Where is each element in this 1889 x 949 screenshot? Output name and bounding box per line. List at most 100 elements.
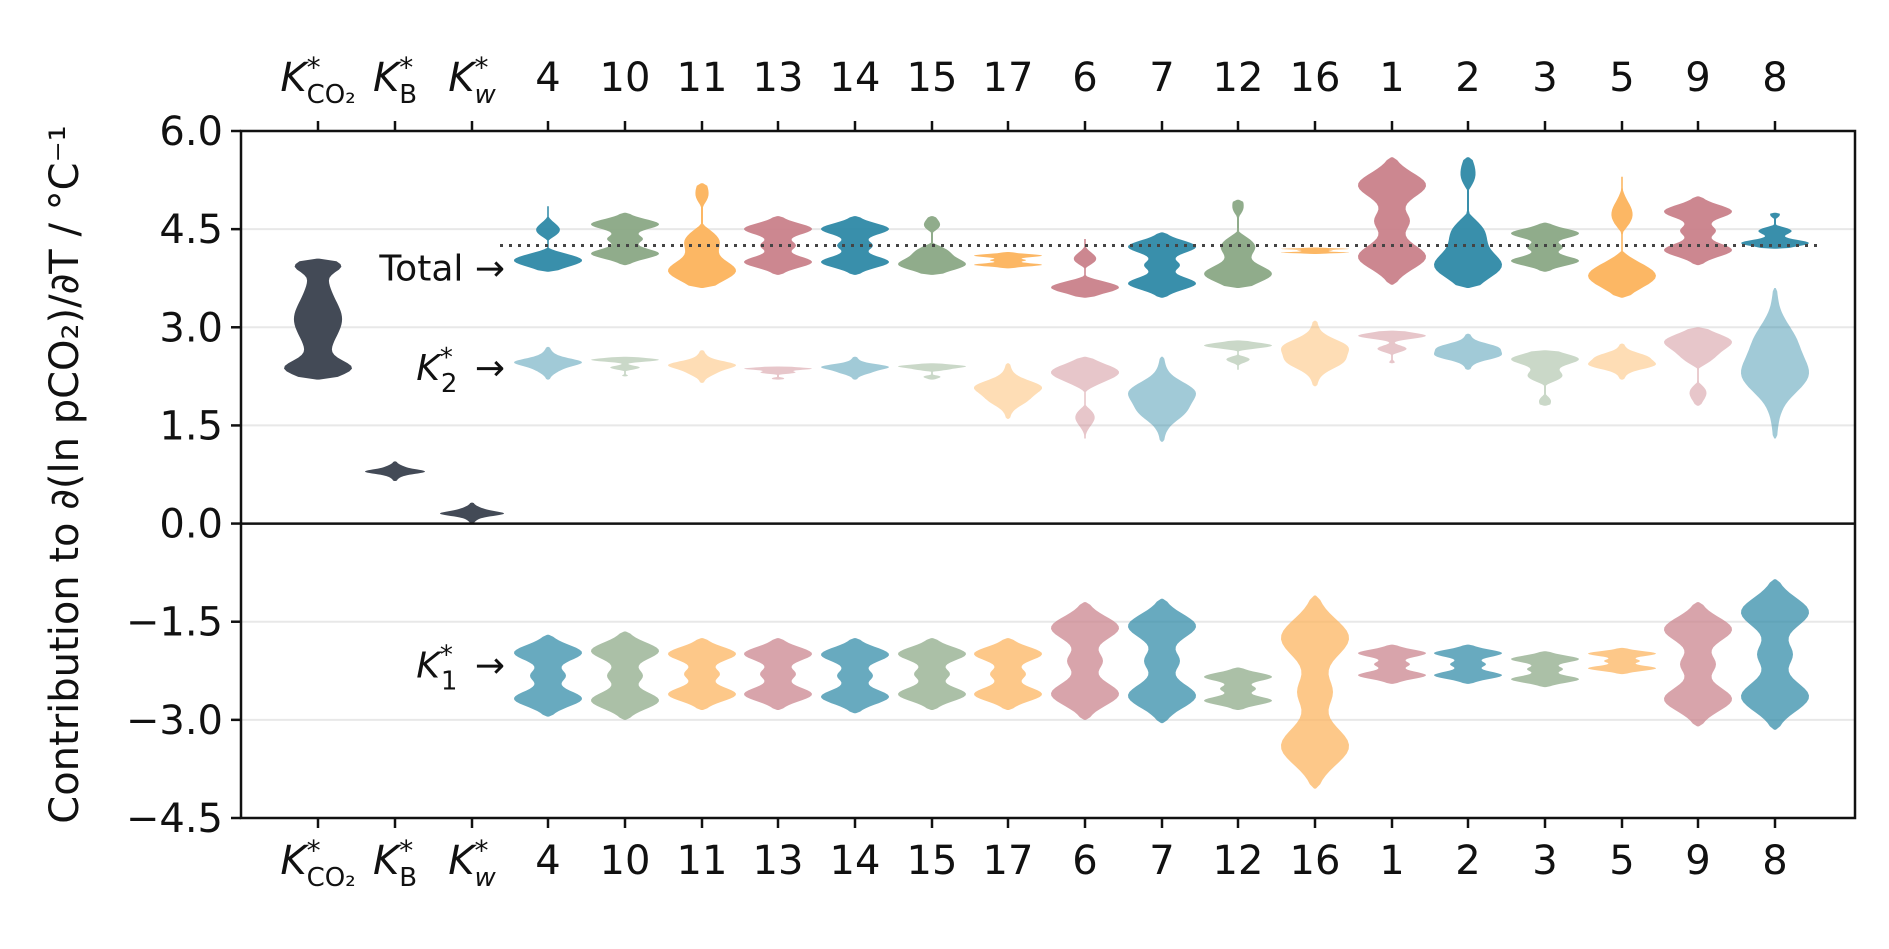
violin-total-17 <box>974 252 1042 269</box>
violin-k1-3 <box>1511 651 1579 688</box>
y-tick-label: −3.0 <box>126 698 223 744</box>
violin-k2-4 <box>514 346 582 380</box>
violin-k1-8 <box>1741 579 1809 730</box>
x-tick-label: 15 <box>907 838 958 884</box>
x-tick-label: 7 <box>1149 838 1174 884</box>
x-tick-label: 10 <box>600 55 651 101</box>
x-tick-label: 17 <box>983 838 1034 884</box>
x-tick-label: 4 <box>535 55 560 101</box>
annotations: Total → K* 2 → K* 1 → <box>378 248 505 696</box>
violins <box>284 157 1809 789</box>
y-tick-label: 6.0 <box>159 109 223 155</box>
x-tick-label: 1 <box>1379 838 1404 884</box>
x-tick-label: 12 <box>1213 838 1264 884</box>
x-tick-label: K* B <box>373 834 417 893</box>
violin-k1-1 <box>1358 644 1426 684</box>
violin-k1-5 <box>1588 647 1656 675</box>
x-tick-label: 10 <box>600 838 651 884</box>
x-tick-label: 6 <box>1072 55 1097 101</box>
y-tick-label: 4.5 <box>159 207 223 253</box>
y-tick-label: 3.0 <box>159 305 223 351</box>
annotation-k1: K* 1 → <box>416 641 505 697</box>
violin-total-4 <box>514 206 582 272</box>
violin-k1-2 <box>1434 644 1502 684</box>
x-tick-label: 12 <box>1213 55 1264 101</box>
x-tick-label: 11 <box>677 55 728 101</box>
x-tick-label: 1 <box>1379 55 1404 101</box>
y-tick-label: −4.5 <box>126 796 223 842</box>
y-tick-label: 0.0 <box>159 502 223 548</box>
x-tick-label: 14 <box>830 838 881 884</box>
violin-k1-11 <box>668 638 736 710</box>
violin-k1-7 <box>1128 598 1196 724</box>
violin-k2-12 <box>1204 340 1272 370</box>
x-tick-label: 6 <box>1072 838 1097 884</box>
x-tick-label: 8 <box>1762 55 1787 101</box>
violin-total-11 <box>668 183 736 288</box>
violin-k1-17 <box>974 638 1042 710</box>
violin-k2-16 <box>1281 320 1349 387</box>
violin-k2-7 <box>1128 356 1196 442</box>
violin-k2-11 <box>668 350 736 383</box>
violin-k1-16 <box>1281 595 1349 789</box>
x-tick-label: 14 <box>830 55 881 101</box>
x-tick-label: 8 <box>1762 838 1787 884</box>
y-axis-label: Contribution to ∂(ln pCO₂)/∂T / °C⁻¹ <box>42 125 88 823</box>
x-tick-label: K* w <box>448 51 496 110</box>
x-tick-label: 13 <box>753 838 804 884</box>
x-tick-label: K* w <box>448 834 496 893</box>
violin-k1-9 <box>1664 602 1732 727</box>
x-tick-label: 4 <box>535 838 560 884</box>
violin-k2-15 <box>898 363 966 380</box>
violin-total-3 <box>1511 222 1579 272</box>
annotation-k2: K* 2 → <box>416 343 505 399</box>
violin-total-6 <box>1051 239 1119 298</box>
y-tick-label: −1.5 <box>126 600 223 646</box>
violin-total-16 <box>1281 247 1349 254</box>
violin-total-9 <box>1664 196 1732 266</box>
x-tick-label: 13 <box>753 55 804 101</box>
violin-k2-13 <box>744 366 812 380</box>
x-axis-bottom: K* CO₂ K* B K* w 4 10 11 13 14 15 17 6 7 12 16 1 2 3 5 9 8 <box>280 818 1788 893</box>
violin-total-10 <box>591 212 659 266</box>
violin-total-7 <box>1128 232 1196 298</box>
violin-k1-10 <box>591 631 659 720</box>
violin-total-5 <box>1588 176 1656 298</box>
violin-k2-10 <box>591 356 659 377</box>
x-tick-label: K* CO₂ <box>280 834 355 893</box>
x-tick-label: 5 <box>1609 838 1634 884</box>
violin-total-2 <box>1434 157 1502 288</box>
violin-k2-5 <box>1588 343 1656 380</box>
violin-k2-17 <box>974 363 1042 419</box>
x-tick-label: 9 <box>1685 838 1710 884</box>
violin-K*B <box>365 461 425 481</box>
y-tick-label: 1.5 <box>159 403 223 449</box>
x-tick-label: 15 <box>907 55 958 101</box>
violin-total-8 <box>1741 212 1809 249</box>
violin-total-13 <box>744 216 812 275</box>
violin-k1-14 <box>821 638 889 714</box>
x-tick-label: 7 <box>1149 55 1174 101</box>
x-tick-label: K* B <box>373 51 417 110</box>
violin-k2-2 <box>1434 333 1502 370</box>
violin-k1-13 <box>744 638 812 710</box>
violin-total-1 <box>1358 157 1426 285</box>
violin-k1-15 <box>898 638 966 710</box>
x-tick-label: K* CO₂ <box>280 51 355 110</box>
violin-total-14 <box>821 216 889 275</box>
violin-k1-6 <box>1051 602 1119 720</box>
violin-total-12 <box>1204 199 1272 288</box>
x-tick-label: 11 <box>677 838 728 884</box>
x-tick-label: 9 <box>1685 55 1710 101</box>
plot-frame <box>239 129 1857 820</box>
violin-k1-4 <box>514 634 582 717</box>
x-tick-label: 3 <box>1532 55 1557 101</box>
violin-k1-12 <box>1204 667 1272 710</box>
violin-K*CO2 <box>284 258 352 380</box>
x-axis-top: K* CO₂ K* B K* w 4 10 11 13 14 15 17 6 7 12 16 1 2 3 5 9 8 <box>280 51 1788 131</box>
x-tick-label: 16 <box>1290 838 1341 884</box>
x-tick-label: 2 <box>1455 55 1480 101</box>
violin-k2-9 <box>1664 327 1732 406</box>
